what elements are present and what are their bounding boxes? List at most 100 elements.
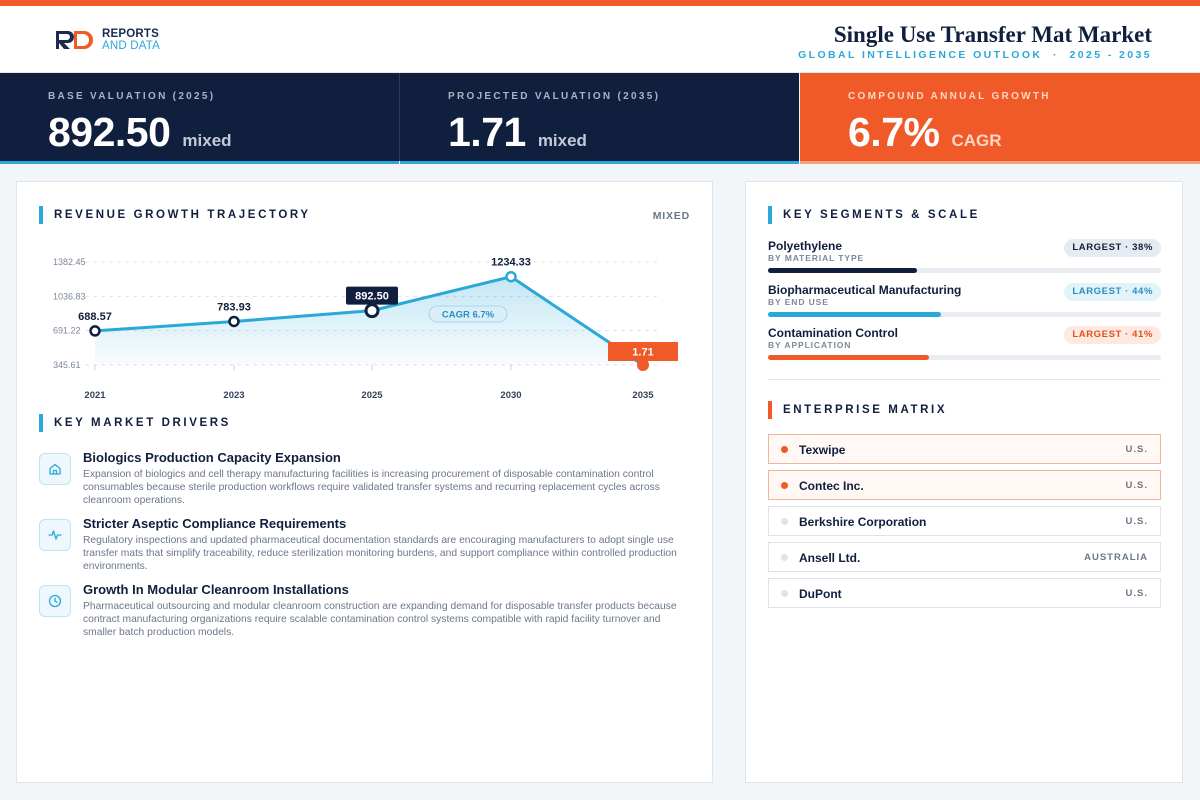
page-subtitle: GLOBAL INTELLIGENCE OUTLOOK · 2025 - 203… <box>798 49 1152 61</box>
rd-logo-icon <box>54 29 96 51</box>
enterprise-row[interactable]: Texwipe U.S. <box>768 434 1161 464</box>
kpi-unit: mixed <box>182 131 232 150</box>
status-dot <box>781 590 788 597</box>
section-divider <box>768 379 1161 380</box>
kpi-value: 892.50 mixed <box>48 109 232 156</box>
kpi-label: COMPOUND ANNUAL GROWTH <box>848 91 1051 102</box>
segments-section-title: KEY SEGMENTS & SCALE <box>768 206 980 224</box>
driver-title: Biologics Production Capacity Expansion <box>83 450 341 465</box>
top-accent-bar <box>0 0 1200 6</box>
kpi-number: 1.71 <box>448 109 526 155</box>
base-value-tag <box>346 286 398 305</box>
clock-icon <box>39 585 71 617</box>
kpi-cagr: COMPOUND ANNUAL GROWTH 6.7% CAGR <box>800 73 1200 164</box>
x-tick-label: 2030 <box>500 390 521 401</box>
page-title: Single Use Transfer Mat Market <box>833 22 1152 47</box>
kpi-label: PROJECTED VALUATION (2035) <box>448 91 661 102</box>
segment-category: BY END USE <box>768 297 829 307</box>
enterprise-row[interactable]: Ansell Ltd. AUSTRALIA <box>768 542 1161 572</box>
driver-item: Growth In Modular Cleanroom Installation… <box>39 582 694 645</box>
enterprise-name: Texwipe <box>799 443 846 457</box>
logo-line-2: AND DATA <box>102 40 161 52</box>
kpi-band: BASE VALUATION (2025) 892.50 mixed PROJEC… <box>0 73 1200 164</box>
data-label: 688.57 <box>78 311 112 323</box>
kpi-unit: mixed <box>537 131 587 150</box>
status-dot <box>781 518 788 525</box>
kpi-label: BASE VALUATION (2025) <box>48 91 216 102</box>
enterprise-name: DuPont <box>799 587 842 601</box>
segment-share-track <box>768 312 1161 317</box>
data-point <box>228 315 240 328</box>
cagr-annotation-text: CAGR 6.7% <box>442 310 495 321</box>
segment-row: Polyethylene BY MATERIAL TYPE LARGEST · … <box>768 239 1161 275</box>
data-label: 1234.33 <box>491 257 531 269</box>
segment-share-fill <box>768 355 930 360</box>
segment-category: BY MATERIAL TYPE <box>768 253 865 263</box>
kpi-value: 6.7% CAGR <box>848 109 1002 156</box>
segment-share-track <box>768 355 1161 360</box>
chart-unit-label: MIXED <box>652 210 690 222</box>
driver-title: Growth In Modular Cleanroom Installation… <box>83 582 349 597</box>
activity-icon <box>39 519 71 551</box>
x-tick-label: 2021 <box>84 390 106 401</box>
right-panel: KEY SEGMENTS & SCALE Polyethylene BY MAT… <box>745 181 1183 783</box>
section-title-text: KEY SEGMENTS & SCALE <box>783 209 980 221</box>
section-accent <box>39 414 43 432</box>
enterprise-name: Ansell Ltd. <box>799 551 861 565</box>
kpi-number: 892.50 <box>48 109 171 155</box>
company-logo: REPORTS AND DATA <box>54 28 160 52</box>
y-tick-label: 1036.83 <box>53 291 86 301</box>
section-accent <box>768 401 772 419</box>
cagr-annotation-pill <box>428 305 508 323</box>
chart-section-title: REVENUE GROWTH TRAJECTORY <box>39 206 311 224</box>
segment-name: Contamination Control <box>768 326 898 340</box>
x-tick-label: 2035 <box>632 390 654 401</box>
driver-item: Stricter Aseptic Compliance Requirements… <box>39 516 694 579</box>
area-fill <box>95 276 643 365</box>
enterprise-country: U.S. <box>1125 516 1148 527</box>
data-point <box>505 270 517 283</box>
status-dot <box>781 482 788 489</box>
segment-share-fill <box>768 268 918 273</box>
section-title-text: KEY MARKET DRIVERS <box>54 417 231 429</box>
left-panel: REVENUE GROWTH TRAJECTORY MIXED 345.61 69… <box>16 181 713 783</box>
status-dot <box>781 554 788 561</box>
segment-name: Polyethylene <box>768 239 843 253</box>
data-label: 892.50 <box>355 291 389 303</box>
kpi-number: 6.7% <box>848 109 940 155</box>
report-header: REPORTS AND DATA Single Use Transfer Mat… <box>0 6 1200 73</box>
logo-line-1: REPORTS <box>102 28 159 40</box>
enterprise-country: U.S. <box>1125 480 1148 491</box>
enterprise-country: U.S. <box>1125 588 1148 599</box>
driver-description: Pharmaceutical outsourcing and modular c… <box>83 601 677 638</box>
section-title-text: REVENUE GROWTH TRAJECTORY <box>54 209 311 221</box>
data-point <box>89 325 101 337</box>
kpi-value: 1.71 mixed <box>448 109 587 156</box>
enterprise-country: AUSTRALIA <box>1084 552 1148 563</box>
enterprise-row[interactable]: Berkshire Corporation U.S. <box>768 506 1161 536</box>
kpi-unit: CAGR <box>951 131 1002 150</box>
kpi-projected-valuation: PROJECTED VALUATION (2035) 1.71 mixed <box>400 73 799 164</box>
logo-wordmark: REPORTS AND DATA <box>102 28 160 52</box>
segment-row: Contamination Control BY APPLICATION LAR… <box>768 326 1161 362</box>
driver-title: Stricter Aseptic Compliance Requirements <box>83 516 347 531</box>
data-label: 1.71 <box>632 347 653 359</box>
section-accent <box>768 206 772 224</box>
status-dot <box>781 446 788 453</box>
revenue-chart: 345.61 691.22 1036.83 1382.45 2021 2023 2025 20… <box>53 257 678 401</box>
drivers-section-title: KEY MARKET DRIVERS <box>39 414 231 432</box>
home-icon <box>39 453 71 485</box>
segment-share-badge: LARGEST · 38% <box>1064 239 1161 257</box>
kpi-divider <box>399 73 400 161</box>
matrix-section-title: ENTERPRISE MATRIX <box>768 401 947 419</box>
driver-item: Biologics Production Capacity Expansion … <box>39 450 694 513</box>
x-tick-label: 2025 <box>361 390 383 401</box>
section-accent <box>39 206 43 224</box>
data-point <box>637 359 649 371</box>
y-tick-label: 345.61 <box>53 360 81 370</box>
enterprise-country: U.S. <box>1125 444 1148 455</box>
enterprise-row[interactable]: DuPont U.S. <box>768 578 1161 608</box>
segment-share-badge: LARGEST · 44% <box>1064 283 1161 301</box>
enterprise-row[interactable]: Contec Inc. U.S. <box>768 470 1161 500</box>
segment-category: BY APPLICATION <box>768 340 852 350</box>
